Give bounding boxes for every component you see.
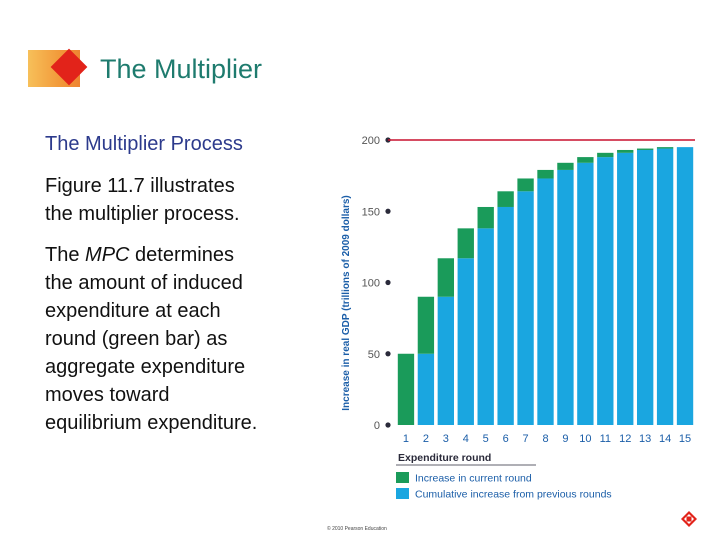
paragraph-line: Figure 11.7 illustrates xyxy=(45,175,235,197)
legend-label: Increase in current round xyxy=(415,473,532,485)
paragraph-mpc: The MPC determines the amount of induced… xyxy=(45,241,315,437)
y-tick-label: 50 xyxy=(368,349,380,361)
bar-cumulative xyxy=(537,178,554,425)
paragraph-line: moves toward xyxy=(45,384,170,406)
paragraph-line: the multiplier process. xyxy=(45,203,240,225)
bar-current-round xyxy=(517,178,534,192)
y-tick-dot xyxy=(385,422,391,428)
x-tick-label: 3 xyxy=(443,433,449,445)
x-tick-label: 5 xyxy=(483,433,489,445)
y-tick-label: 200 xyxy=(362,135,380,147)
bar-cumulative xyxy=(656,148,674,426)
y-tick-label: 0 xyxy=(374,420,380,432)
x-tick-label: 9 xyxy=(562,433,568,445)
bar-cumulative xyxy=(417,353,435,425)
bar-cumulative xyxy=(676,147,694,425)
legend-swatch xyxy=(396,472,409,483)
y-tick-label: 150 xyxy=(362,206,380,218)
paragraph-line-mpc: The MPC determines xyxy=(45,244,234,266)
x-tick-label: 11 xyxy=(600,433,611,445)
x-tick-label: 10 xyxy=(579,433,591,445)
bar-cumulative xyxy=(477,228,494,425)
bar-current-round xyxy=(417,296,435,354)
paragraph-line: aggregate expenditure xyxy=(45,356,246,378)
legend-swatch xyxy=(396,488,409,499)
mpc-term: MPC xyxy=(85,244,130,266)
bar-current-round xyxy=(477,206,494,229)
bar-current-round xyxy=(557,162,574,170)
paragraph-line: the amount of induced xyxy=(45,272,243,294)
legend-label: Cumulative increase from previous rounds xyxy=(415,489,612,501)
x-tick-label: 4 xyxy=(463,433,469,445)
paragraph-line: expenditure at each xyxy=(45,300,221,322)
bar-cumulative xyxy=(457,258,474,425)
x-tick-label: 13 xyxy=(639,433,651,445)
y-tick-dot xyxy=(385,351,391,357)
paragraph-figure: Figure 11.7 illustrates the multiplier p… xyxy=(45,172,315,228)
page-title: The Multiplier xyxy=(100,54,263,84)
y-tick-label: 100 xyxy=(362,278,380,290)
bar-current-round xyxy=(656,147,674,149)
bar-cumulative xyxy=(517,191,534,425)
bar-current-round xyxy=(457,228,474,259)
paragraph-line: equilibrium expenditure. xyxy=(45,412,258,434)
x-tick-label: 6 xyxy=(503,433,509,445)
paragraph-line: round (green bar) as xyxy=(45,328,228,350)
x-tick-label: 2 xyxy=(423,433,429,445)
multiplier-chart: Increase in real GDP (trillions of 2009 … xyxy=(341,135,695,501)
x-tick-label: 8 xyxy=(542,433,548,445)
x-tick-label: 14 xyxy=(659,433,671,445)
bar-current-round xyxy=(636,148,654,150)
bar-cumulative xyxy=(636,149,654,425)
bar-current-round xyxy=(537,169,554,179)
bar-current-round xyxy=(397,353,415,425)
section-subtitle: The Multiplier Process xyxy=(45,133,243,155)
bar-current-round xyxy=(577,157,594,163)
bar-cumulative xyxy=(617,152,634,425)
bar-cumulative xyxy=(597,157,614,425)
y-axis-label: Increase in real GDP (trillions of 2009 … xyxy=(341,195,352,410)
y-tick-dot xyxy=(385,208,391,214)
x-tick-label: 7 xyxy=(523,433,529,445)
pearson-logo-icon xyxy=(681,511,697,527)
bar-cumulative xyxy=(437,296,455,425)
bar-current-round xyxy=(597,152,614,158)
bar-cumulative xyxy=(557,169,574,425)
x-tick-label: 1 xyxy=(403,433,409,445)
copyright-text: © 2010 Pearson Education xyxy=(327,526,387,532)
x-axis-label: Expenditure round xyxy=(398,452,491,464)
bar-current-round xyxy=(437,258,455,297)
x-tick-label: 12 xyxy=(619,433,631,445)
bar-cumulative xyxy=(497,206,514,425)
bar-current-round xyxy=(497,191,514,207)
x-tick-label: 15 xyxy=(679,433,691,445)
bar-current-round xyxy=(617,149,634,153)
bar-cumulative xyxy=(577,162,594,426)
y-tick-dot xyxy=(385,279,391,286)
